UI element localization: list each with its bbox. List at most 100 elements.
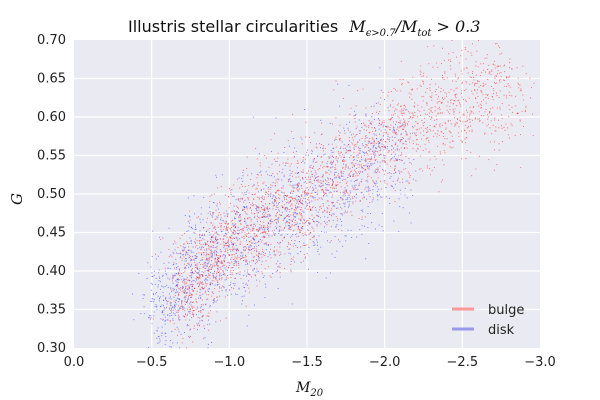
scatter-point-bulge [289, 216, 290, 218]
scatter-point-bulge [237, 207, 239, 209]
scatter-point-bulge [274, 255, 276, 257]
scatter-point-bulge [338, 130, 339, 132]
scatter-point-disk [351, 134, 352, 136]
scatter-point-bulge [466, 127, 468, 129]
scatter-point-bulge [289, 219, 291, 221]
scatter-point-bulge [308, 234, 310, 236]
scatter-point-disk [197, 268, 199, 270]
scatter-point-disk [243, 247, 245, 249]
scatter-point-disk [261, 227, 263, 229]
scatter-point-bulge [448, 53, 450, 55]
scatter-point-bulge [444, 92, 446, 94]
scatter-point-bulge [289, 184, 291, 186]
scatter-point-bulge [242, 185, 243, 187]
scatter-point-disk [157, 255, 159, 257]
scatter-point-bulge [473, 79, 475, 81]
scatter-point-disk [210, 264, 212, 265]
scatter-point-bulge [367, 173, 369, 175]
scatter-point-disk [206, 249, 208, 251]
scatter-point-bulge [499, 47, 500, 49]
scatter-point-bulge [435, 91, 436, 93]
scatter-point-disk [219, 255, 221, 257]
scatter-point-bulge [232, 243, 234, 245]
scatter-point-disk [360, 209, 362, 211]
scatter-point-bulge [279, 214, 281, 216]
scatter-point-bulge [485, 71, 486, 73]
scatter-point-bulge [202, 257, 204, 259]
scatter-point-bulge [501, 117, 503, 119]
scatter-point-disk [300, 251, 302, 253]
scatter-point-bulge [430, 119, 432, 120]
scatter-point-bulge [346, 145, 348, 147]
scatter-point-disk [405, 131, 407, 133]
scatter-point-disk [170, 302, 172, 304]
scatter-point-bulge [375, 143, 377, 144]
scatter-point-disk [363, 155, 365, 156]
scatter-point-disk [392, 185, 393, 187]
scatter-point-disk [194, 258, 196, 260]
scatter-point-bulge [443, 133, 445, 134]
scatter-point-bulge [519, 120, 521, 122]
scatter-point-disk [408, 212, 410, 214]
scatter-point-bulge [498, 149, 500, 151]
scatter-point-disk [298, 182, 300, 184]
scatter-point-disk [177, 266, 179, 268]
scatter-point-bulge [414, 115, 416, 116]
scatter-point-bulge [381, 146, 383, 148]
scatter-point-bulge [260, 264, 262, 266]
scatter-point-disk [173, 275, 175, 277]
scatter-point-disk [282, 168, 284, 170]
scatter-point-bulge [368, 193, 370, 195]
scatter-point-bulge [208, 247, 210, 249]
scatter-point-bulge [496, 42, 498, 44]
scatter-point-disk [175, 300, 177, 302]
scatter-point-bulge [426, 76, 428, 78]
scatter-point-bulge [205, 304, 207, 306]
scatter-point-bulge [274, 201, 276, 203]
scatter-point-disk [403, 143, 405, 145]
scatter-point-bulge [174, 309, 176, 311]
scatter-point-disk [344, 210, 346, 212]
scatter-point-bulge [185, 301, 187, 303]
scatter-point-disk [300, 261, 302, 263]
scatter-point-disk [331, 201, 333, 203]
scatter-point-bulge [215, 209, 217, 211]
scatter-point-bulge [390, 124, 392, 126]
scatter-point-disk [286, 202, 288, 204]
scatter-point-disk [209, 283, 211, 285]
scatter-point-disk [203, 265, 205, 267]
scatter-point-bulge [269, 220, 271, 222]
scatter-point-bulge [205, 242, 206, 244]
scatter-point-bulge [217, 242, 219, 244]
scatter-point-bulge [504, 71, 506, 73]
scatter-point-bulge [348, 193, 350, 195]
scatter-point-disk [195, 308, 197, 310]
scatter-point-bulge [461, 73, 463, 75]
scatter-point-disk [412, 126, 414, 128]
scatter-point-bulge [373, 139, 375, 141]
scatter-point-bulge [252, 230, 254, 232]
scatter-point-bulge [423, 95, 425, 97]
scatter-point-bulge [516, 113, 518, 115]
scatter-point-bulge [258, 206, 260, 208]
scatter-point-bulge [302, 204, 304, 206]
scatter-point-disk [186, 288, 188, 290]
scatter-point-bulge [248, 249, 249, 251]
scatter-point-bulge [163, 307, 165, 309]
scatter-point-disk [334, 172, 336, 173]
scatter-point-bulge [446, 109, 448, 111]
scatter-point-bulge [322, 145, 324, 147]
scatter-point-bulge [245, 256, 247, 258]
scatter-point-disk [150, 282, 152, 284]
scatter-point-disk [209, 206, 211, 208]
scatter-point-disk [184, 260, 186, 262]
scatter-point-bulge [331, 215, 333, 217]
scatter-point-disk [326, 212, 328, 214]
scatter-point-bulge [245, 249, 246, 251]
scatter-point-bulge [219, 274, 221, 276]
scatter-point-bulge [450, 147, 452, 149]
scatter-point-disk [286, 233, 288, 235]
scatter-point-bulge [439, 108, 441, 110]
scatter-point-bulge [210, 264, 212, 266]
scatter-point-disk [151, 298, 153, 300]
